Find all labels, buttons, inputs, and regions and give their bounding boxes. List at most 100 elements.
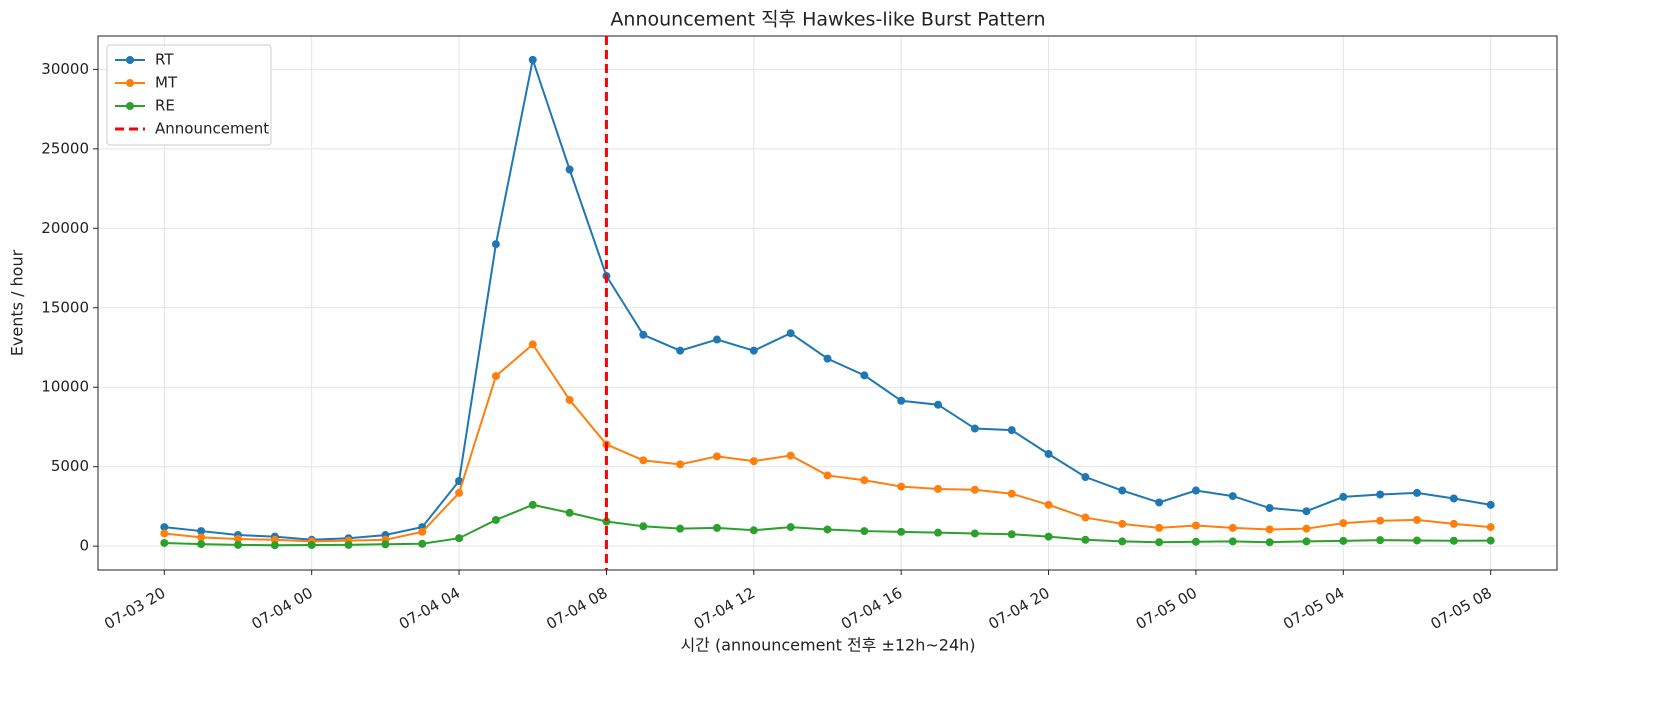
data-point [1339, 519, 1348, 528]
data-point [1118, 486, 1127, 495]
data-point [897, 482, 906, 491]
y-tick-label: 25000 [41, 139, 89, 157]
data-point [970, 529, 979, 538]
data-point [1155, 538, 1164, 547]
data-point [1191, 486, 1200, 495]
data-point [381, 540, 390, 549]
data-point [197, 540, 206, 549]
x-tick-label: 07-04 04 [396, 584, 463, 633]
data-point [1007, 489, 1016, 498]
legend-marker [126, 102, 134, 110]
data-point [1081, 473, 1090, 482]
y-tick-label: 0 [79, 537, 89, 555]
data-point [786, 329, 795, 338]
data-point [676, 346, 685, 355]
data-point [270, 541, 279, 550]
data-point [160, 538, 169, 547]
data-point [1044, 500, 1053, 509]
data-point [1118, 537, 1127, 546]
y-tick-label: 10000 [41, 378, 89, 396]
x-tick-label: 07-05 00 [1133, 584, 1200, 633]
y-tick-label: 20000 [41, 219, 89, 237]
data-point [1486, 500, 1495, 509]
data-point [1044, 532, 1053, 541]
data-point [565, 395, 574, 404]
data-point [897, 527, 906, 536]
chart-title: Announcement 직후 Hawkes-like Burst Patter… [610, 9, 1045, 31]
data-point [823, 471, 832, 480]
data-point [749, 457, 758, 466]
legend-label: RE [155, 97, 175, 115]
data-point [307, 541, 316, 550]
data-point [1412, 515, 1421, 524]
data-point [491, 515, 500, 524]
y-tick-label: 5000 [51, 457, 89, 475]
data-point [1228, 523, 1237, 532]
data-point [860, 527, 869, 536]
data-point [1302, 524, 1311, 533]
data-point [823, 525, 832, 534]
data-point [1449, 536, 1458, 545]
data-point [749, 526, 758, 535]
data-point [676, 460, 685, 469]
data-point [639, 522, 648, 531]
x-tick-label: 07-04 12 [691, 584, 758, 633]
data-point [1376, 536, 1385, 545]
data-point [160, 529, 169, 538]
data-point [1191, 537, 1200, 546]
data-point [970, 424, 979, 433]
series-line [164, 342, 1491, 543]
x-axis-label: 시간 (announcement 전후 ±12h~24h) [680, 636, 975, 655]
data-point [528, 500, 537, 509]
data-point [970, 485, 979, 494]
data-point [1339, 492, 1348, 501]
data-point [234, 535, 243, 544]
data-point [786, 523, 795, 532]
data-point [676, 524, 685, 533]
data-point [749, 346, 758, 355]
data-point [197, 527, 206, 536]
data-point [1081, 513, 1090, 522]
data-point [712, 523, 721, 532]
data-point [528, 55, 537, 64]
data-point [565, 508, 574, 517]
data-point [823, 354, 832, 363]
x-tick-label: 07-04 20 [985, 584, 1052, 633]
data-point [934, 528, 943, 537]
data-point [344, 540, 353, 549]
data-point [1007, 426, 1016, 435]
data-point [197, 533, 206, 542]
x-tick-label: 07-04 16 [838, 584, 905, 633]
plot-frame [97, 35, 1558, 571]
data-point [639, 456, 648, 465]
data-point [1044, 449, 1053, 458]
data-point [1081, 535, 1090, 544]
legend-box [106, 44, 272, 146]
data-point [1486, 523, 1495, 532]
data-point [1376, 516, 1385, 525]
data-point [418, 539, 427, 548]
data-point [786, 451, 795, 460]
data-point [1412, 488, 1421, 497]
legend-marker [126, 79, 134, 87]
data-point [455, 477, 464, 485]
y-axis-label: Events / hour [8, 249, 27, 356]
data-point [712, 335, 721, 344]
x-tick-label: 07-04 00 [249, 584, 316, 633]
data-point [1191, 521, 1200, 530]
data-point [934, 484, 943, 493]
y-tick-label: 30000 [41, 60, 89, 78]
series-line [164, 55, 1491, 541]
data-point [418, 527, 427, 536]
data-point [455, 534, 464, 543]
data-point [639, 330, 648, 339]
legend-label: Announcement [155, 120, 269, 138]
data-point [1155, 498, 1164, 507]
data-point [897, 396, 906, 405]
data-point [1118, 519, 1127, 528]
data-point [160, 523, 169, 532]
x-tick-label: 07-05 04 [1280, 584, 1347, 633]
data-point [1155, 523, 1164, 532]
data-point [455, 488, 464, 497]
